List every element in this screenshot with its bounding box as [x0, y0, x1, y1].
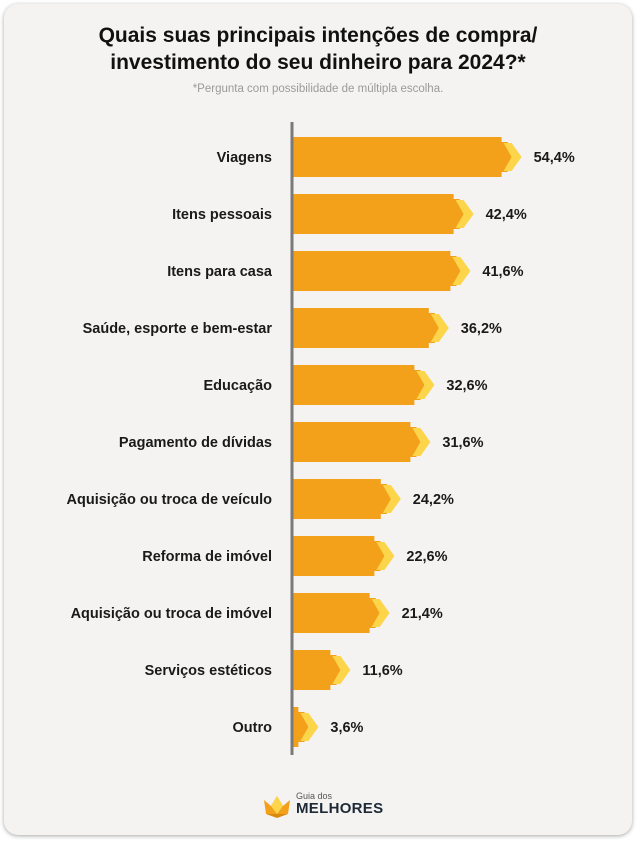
bar — [292, 650, 341, 690]
bar — [292, 365, 425, 405]
bar-chevron — [452, 257, 471, 285]
value-label: 41,6% — [482, 264, 523, 280]
category-label: Educação — [204, 378, 273, 394]
bar-chevron — [430, 314, 449, 342]
category-label: Aquisição ou troca de veículo — [67, 492, 273, 508]
value-label: 11,6% — [362, 663, 402, 679]
bar — [292, 479, 391, 519]
value-label: 42,4% — [486, 207, 527, 223]
bar-chevron — [455, 200, 474, 228]
value-label: 3,6% — [330, 720, 363, 736]
value-label: 21,4% — [402, 606, 443, 622]
category-label: Aquisição ou troca de imóvel — [71, 606, 272, 622]
bar-chevron — [371, 599, 390, 627]
bar-chevron — [376, 542, 395, 570]
bar-chevron — [382, 485, 401, 513]
value-label: 36,2% — [461, 321, 502, 337]
category-label: Reforma de imóvel — [142, 549, 272, 565]
bar-chevron — [416, 371, 435, 399]
brand-logo: Guia dos MELHORES — [262, 790, 402, 820]
bar — [292, 194, 464, 234]
bar — [292, 536, 385, 576]
brand-name-small: Guia dos — [296, 791, 333, 801]
title-line-1: Quais suas principais intenções de compr… — [98, 24, 538, 47]
bar — [292, 251, 461, 291]
value-label: 54,4% — [534, 150, 575, 166]
bar-chevron — [332, 656, 351, 684]
category-label: Saúde, esporte e bem-estar — [83, 321, 273, 337]
category-label: Itens pessoais — [172, 207, 272, 223]
chart-title: Quais suas principais intenções de compr… — [0, 22, 636, 76]
bar-chart: Viagens 54,4% Itens pessoais 42,4% Itens par… — [67, 122, 575, 755]
title-line-2: investimento do seu dinheiro para 2024?* — [110, 51, 526, 74]
category-label: Outro — [233, 720, 273, 736]
value-label: 24,2% — [413, 492, 454, 508]
category-label: Pagamento de dívidas — [119, 435, 272, 451]
value-label: 32,6% — [446, 378, 487, 394]
bar-chevron — [503, 143, 522, 171]
bar-chevron — [300, 713, 319, 741]
bar-chevron — [412, 428, 431, 456]
bar — [292, 422, 421, 462]
category-label: Viagens — [217, 150, 272, 166]
bar — [292, 308, 439, 348]
bar — [292, 137, 512, 177]
chart-subtitle: *Pergunta com possibilidade de múltipla … — [192, 83, 444, 95]
crown-logo-icon — [264, 796, 290, 818]
bar — [292, 593, 380, 633]
brand-name-big: MELHORES — [296, 800, 384, 817]
category-label: Itens para casa — [167, 264, 273, 280]
value-label: 22,6% — [406, 549, 447, 565]
category-label: Serviços estéticos — [145, 663, 272, 679]
value-label: 31,6% — [442, 435, 483, 451]
